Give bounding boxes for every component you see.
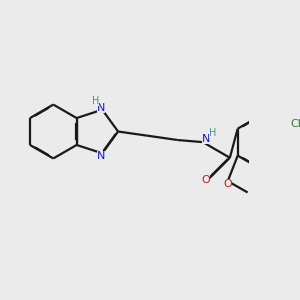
Text: H: H xyxy=(208,128,216,138)
Text: O: O xyxy=(201,175,210,185)
Text: N: N xyxy=(202,134,210,144)
Text: N: N xyxy=(97,103,105,113)
Text: N: N xyxy=(97,151,105,161)
Text: O: O xyxy=(224,178,232,189)
Text: H: H xyxy=(92,96,99,106)
Text: Cl: Cl xyxy=(290,119,300,129)
